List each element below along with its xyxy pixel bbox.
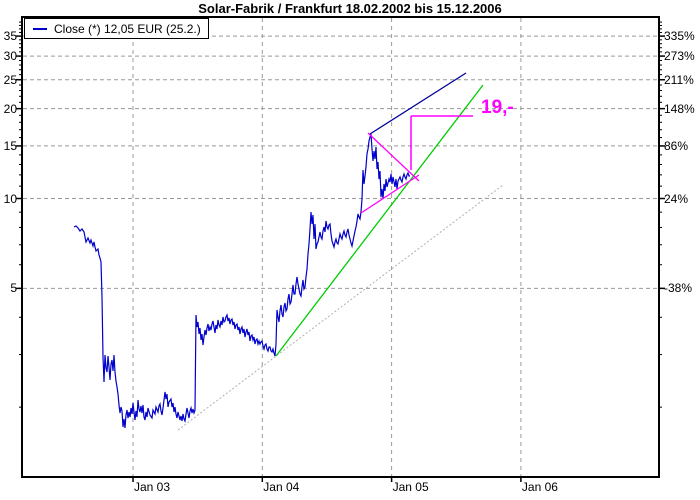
resistance-line: [369, 72, 467, 135]
price-target-label: 19,-: [481, 97, 514, 118]
x-label-Jan-03: Jan 03: [134, 480, 171, 494]
price-line-close: [73, 133, 410, 429]
legend-label: Close (*) 12,05 EUR (25.2.): [54, 21, 201, 36]
x-label-Jan-05: Jan 05: [392, 480, 429, 494]
y-right-label-20: 148%: [664, 101, 695, 116]
chart-title: Solar-Fabrik / Frankfurt 18.02.2002 bis …: [198, 1, 502, 16]
y-right-label-5: -38%: [664, 281, 693, 296]
x-label-Jan-04: Jan 04: [263, 480, 300, 494]
y-left-label-30: 30: [3, 49, 17, 64]
y-right-label-30: 273%: [664, 49, 695, 64]
y-right-label-35: 335%: [664, 29, 695, 44]
legend-box: Close (*) 12,05 EUR (25.2.): [24, 18, 209, 39]
y-right-label-25: 211%: [664, 72, 694, 87]
y-left-label-10: 10: [3, 191, 17, 206]
y-right-label-10: 24%: [664, 191, 689, 206]
plot-border: [21, 16, 660, 478]
y-left-label-25: 25: [3, 72, 17, 87]
triangle-lower-line: [360, 174, 420, 214]
y-right-label-15: 86%: [664, 138, 689, 153]
accelerated-support-line: [275, 84, 484, 357]
x-label-Jan-06: Jan 06: [521, 480, 558, 494]
y-left-label-20: 20: [3, 101, 17, 116]
legend-line-marker: [33, 27, 47, 30]
y-left-label-15: 15: [3, 138, 17, 153]
y-left-label-35: 35: [3, 29, 17, 44]
y-left-label-5: 5: [10, 281, 17, 296]
triangle-upper-line: [367, 132, 420, 182]
